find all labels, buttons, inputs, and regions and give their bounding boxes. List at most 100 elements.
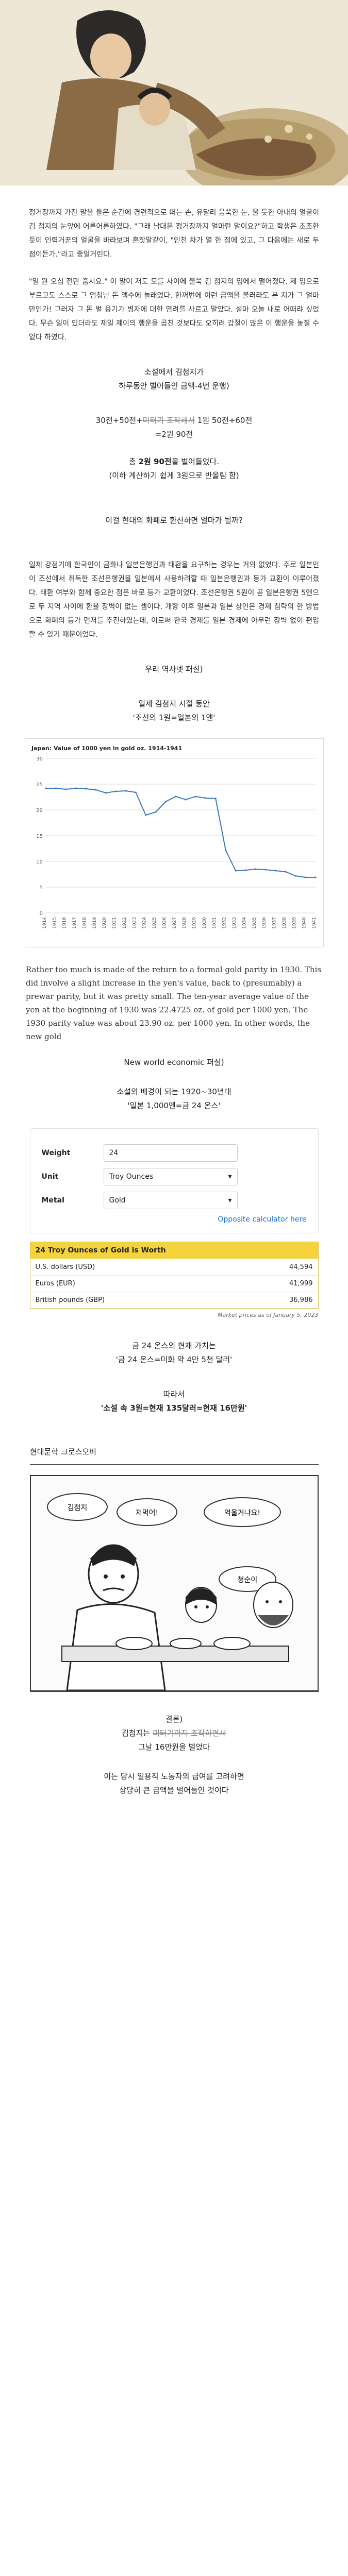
metal-value: Gold	[109, 1196, 126, 1205]
data-point	[144, 814, 146, 816]
data-point	[284, 871, 286, 873]
table-row: U.S. dollars (USD) 44,594	[30, 1259, 318, 1275]
x-tick-label: 1928	[182, 917, 187, 929]
crossover-title: 현대문학 크로스오버	[30, 1447, 96, 1456]
data-point	[204, 797, 207, 799]
gold-line-2: '금 24 온스=미화 약 4만 5천 달러'	[115, 1355, 233, 1364]
gold-value-table: 24 Troy Ounces of Gold is Worth U.S. dol…	[29, 1242, 319, 1309]
therefore-line: 따라서	[163, 1389, 185, 1399]
illustration-husband-wife	[0, 0, 348, 185]
metal-label: Metal	[41, 1196, 64, 1205]
table-row: Euros (EUR) 41,999	[30, 1275, 318, 1292]
data-point	[154, 811, 157, 813]
data-point	[274, 870, 276, 872]
unit-value: Troy Ounces	[109, 1173, 154, 1181]
x-tick-label: 1923	[132, 917, 137, 929]
chart-title: Japan: Value of 1000 yen in gold oz. 191…	[31, 745, 182, 752]
data-point	[44, 787, 47, 789]
final-label: 결론)	[165, 1715, 183, 1724]
data-point	[304, 876, 306, 878]
market-price-note: Market prices as of January 5, 2023	[217, 1312, 319, 1318]
data-point	[194, 795, 196, 798]
comic-speech-4: 청순이	[237, 1576, 257, 1584]
intro-paragraph-2: "일 원 오십 전만 줍시요." 이 말이 저도 모를 사이에 불쑥 김 첨지의…	[29, 278, 319, 342]
english-paragraph: Rather too much is made of the return to…	[26, 965, 322, 1041]
data-point	[185, 799, 187, 801]
total-note: (이하 계산하기 쉽게 3원으로 반올림 함)	[109, 471, 239, 480]
era-line-2: '조선의 1원=일본의 1엔'	[132, 713, 216, 722]
character-girl	[185, 1587, 217, 1623]
source-2: New world economic 퍼설)	[124, 1058, 224, 1067]
data-point	[75, 787, 77, 789]
chevron-down-icon: ▾	[228, 1173, 232, 1181]
total-pre: 총	[128, 457, 139, 466]
calc-result: =2원 90전	[155, 430, 193, 439]
opposite-calculator-link[interactable]: Opposite calculator here	[218, 1215, 307, 1224]
divider	[29, 1691, 319, 1692]
y-tick-label: 15	[36, 834, 43, 839]
comic-speech-1: 김첨지	[67, 1504, 87, 1512]
x-tick-label: 1939	[292, 917, 297, 929]
data-point	[294, 875, 296, 877]
data-point	[164, 801, 167, 803]
calc-part-a: 30전+50전+	[95, 416, 143, 425]
x-tick-label: 1936	[262, 917, 267, 929]
x-tick-label: 1937	[272, 917, 277, 929]
metal-select[interactable]: Gold ▾	[103, 1192, 238, 1209]
conclusion-line: '소설 속 3원=현재 135달러=현재 16만원'	[101, 1403, 247, 1413]
data-point	[124, 790, 127, 792]
weight-value: 24	[109, 1149, 119, 1157]
data-point	[64, 788, 67, 790]
unit-select[interactable]: Troy Ounces ▾	[103, 1168, 238, 1185]
x-tick-label: 1941	[312, 917, 317, 929]
final-line-4: 상당히 큰 금액을 벌어들인 것이다	[119, 1786, 229, 1795]
weight-row: Weight 24	[42, 1144, 307, 1162]
weight-input[interactable]: 24	[103, 1144, 238, 1162]
series-line	[45, 787, 316, 878]
x-tick-label: 1922	[122, 917, 127, 929]
x-tick-label: 1934	[242, 917, 247, 929]
calc-line: 30전+50전+미터기 조작해서 1원 50전+60전	[0, 414, 348, 428]
x-tick-label: 1925	[152, 917, 157, 929]
calc-part-b: 1원 50전+60전	[195, 416, 253, 425]
y-tick-label: 0	[39, 911, 42, 917]
y-tick-label: 20	[36, 808, 43, 814]
x-tick-label: 1920	[102, 917, 107, 929]
x-tick-label: 1930	[202, 917, 207, 929]
data-point	[224, 849, 226, 851]
speech-bubble	[46, 1493, 281, 1592]
x-tick-label: 1932	[222, 917, 227, 929]
x-tick-label: 1940	[302, 917, 307, 929]
data-point	[314, 876, 317, 878]
chevron-down-icon: ▾	[228, 1196, 232, 1205]
data-point	[264, 869, 267, 871]
x-tick-label: 1927	[172, 917, 177, 929]
final-line-2: 그날 16만원을 벌었다	[138, 1742, 210, 1752]
data-point	[174, 795, 176, 798]
data-point	[114, 790, 117, 792]
comic-speech-2: 저먹어!	[135, 1509, 158, 1517]
x-tick-label: 1917	[72, 917, 77, 929]
unit-row: Unit Troy Ounces ▾	[42, 1168, 307, 1185]
era-line-1: 일제 김첨지 시절 동안	[138, 699, 210, 708]
y-tick-label: 30	[36, 756, 43, 762]
currency-value: 41,999	[289, 1280, 313, 1287]
data-point	[254, 868, 256, 870]
gold-line-1: 금 24 온스의 현재 가치는	[132, 1341, 216, 1350]
gold-calculator: Weight 24 Unit Troy Ounces ▾ Metal Gold ▾ …	[29, 1128, 319, 1233]
currency-value: 36,986	[289, 1296, 313, 1304]
x-tick-label: 1924	[142, 917, 147, 929]
final-line-1: 김첨지는 미터기까지 조작하면서	[0, 1726, 348, 1740]
data-point	[55, 787, 57, 789]
final-line-1-a: 김첨지는	[122, 1728, 153, 1738]
source-1: 우리 역사넷 퍼설)	[145, 665, 203, 674]
data-point	[234, 870, 237, 872]
data-point	[244, 869, 246, 871]
chart-svg: Japan: Value of 1000 yen in gold oz. 191…	[31, 745, 317, 929]
gold-table-header: 24 Troy Ounces of Gold is Worth	[30, 1242, 318, 1259]
x-tick-label: 1938	[281, 917, 287, 929]
y-tick-label: 25	[36, 782, 43, 788]
comic-illustration: 김첨지 저먹어! 억울거냐요! 청순이	[30, 1476, 318, 1690]
x-tick-label: 1921	[112, 917, 117, 929]
summary-line-1: 소설에서 김첨지가	[144, 367, 204, 377]
